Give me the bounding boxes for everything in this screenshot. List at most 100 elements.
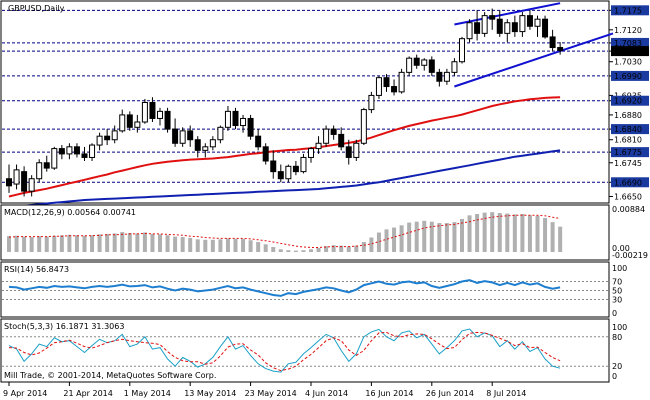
macd-histogram-bar <box>173 236 178 252</box>
macd-histogram-bar <box>361 242 366 252</box>
price-tag-bg <box>611 124 649 135</box>
rsi-scale-label: 70 <box>612 278 622 287</box>
candle-body <box>398 71 405 93</box>
macd-histogram-bar <box>444 223 449 252</box>
candle-body <box>375 77 382 96</box>
macd-histogram-bar <box>120 232 125 252</box>
macd-signal-line <box>8 214 561 248</box>
candle-body <box>240 117 247 127</box>
price-tag-bg <box>611 95 649 106</box>
macd-histogram-bar <box>218 239 223 252</box>
rsi-panel[interactable]: RSI(14) 56.8473 <box>0 261 610 318</box>
macd-histogram-bar <box>105 233 110 252</box>
macd-histogram-bar <box>74 235 79 252</box>
macd-histogram-bar <box>225 238 230 252</box>
price-tag-bg <box>611 70 649 81</box>
candle-body <box>474 22 481 34</box>
stoch-scale-label: 80 <box>612 333 622 342</box>
candle-body <box>406 57 413 73</box>
candle-body <box>126 114 133 128</box>
macd-histogram-bar <box>452 222 457 252</box>
symbol-title: GBPUSD,Daily <box>8 4 65 13</box>
macd-histogram-bar <box>241 238 246 252</box>
moving-averages <box>8 96 561 209</box>
candle-body <box>443 71 450 82</box>
macd-histogram-bar <box>278 249 283 252</box>
candle-body <box>391 86 398 93</box>
macd-histogram-bar <box>437 223 442 252</box>
rsi-scale-label: 50 <box>612 287 622 296</box>
price-label: 1.7060 <box>614 47 642 56</box>
candle-body <box>43 162 50 169</box>
candle-body <box>353 142 360 158</box>
macd-histogram-bar <box>44 236 49 252</box>
stoch-main-line <box>8 328 561 373</box>
macd-histogram-bar <box>422 220 427 252</box>
candle-body <box>217 126 224 141</box>
time-label: 21 Apr 2014 <box>63 389 112 398</box>
time-label: 23 May 2014 <box>245 389 297 398</box>
time-label: 8 Jul 2014 <box>486 389 526 398</box>
candle-body <box>51 148 58 169</box>
macd-histogram-bar <box>248 240 253 252</box>
stoch-panel[interactable]: Stoch(5,3,3) 16.1871 31.3063 Mill Trade,… <box>0 318 610 383</box>
stoch-scale-label: 0 <box>612 372 617 381</box>
candle-body <box>360 109 367 144</box>
time-label: 13 May 2014 <box>184 389 236 398</box>
macd-plot <box>7 212 563 252</box>
macd-panel[interactable]: MACD(12,26,9) 0.00564 0.00741 <box>0 204 610 261</box>
candle-body <box>534 18 541 27</box>
candle-body <box>58 148 65 155</box>
candle-body <box>89 144 96 158</box>
price-label: 1.7030 <box>614 58 642 67</box>
candle-body <box>6 178 12 187</box>
candle-body <box>111 130 118 141</box>
rsi-scale-label: 30 <box>612 296 622 305</box>
macd-histogram-bar <box>354 245 359 252</box>
candle-body <box>489 15 496 20</box>
macd-histogram-bar <box>407 222 412 252</box>
candle-body <box>232 110 239 127</box>
rsi-title: RSI(14) 56.8473 <box>4 265 69 274</box>
macd-histogram-bar <box>203 239 208 252</box>
macd-histogram-bar <box>112 233 117 252</box>
candle-body <box>308 148 314 158</box>
channel-upper-line <box>454 2 561 26</box>
price-tag-bg <box>611 147 649 158</box>
candle-body <box>511 22 518 33</box>
macd-histogram-bar <box>52 235 57 252</box>
candle-body <box>496 18 503 34</box>
candle-body <box>413 57 420 66</box>
candle-body <box>421 59 428 66</box>
candle-body <box>134 121 141 128</box>
candle-body <box>255 135 262 148</box>
price-label: 1.6650 <box>614 192 642 201</box>
price-tag-bg <box>611 37 649 48</box>
macd-scale-label: 0.00 <box>612 244 630 253</box>
rsi-plot <box>2 279 608 300</box>
price-panel[interactable]: GBPUSD,Daily <box>0 0 614 209</box>
macd-histogram-bar <box>331 245 336 252</box>
candle-body <box>179 130 186 144</box>
macd-histogram-bar <box>7 236 11 252</box>
candle-body <box>172 128 179 144</box>
macd-histogram-bar <box>550 222 555 252</box>
candle-body <box>466 22 473 40</box>
candle-body <box>187 130 194 141</box>
copyright-text: Mill Trade, © 2001-2014, MetaQuotes Soft… <box>4 371 216 380</box>
time-label: 9 Apr 2014 <box>3 389 47 398</box>
price-label: 1.6810 <box>614 136 642 145</box>
candle-body <box>542 18 549 38</box>
price-label: 1.6840 <box>614 125 642 134</box>
candle-body <box>104 135 111 141</box>
candle-body <box>549 36 556 49</box>
macd-histogram-bar <box>188 237 193 252</box>
time-axis: 9 Apr 2014 21 Apr 2014 1 May 2014 13 May 20… <box>3 382 526 398</box>
candle-body <box>13 169 20 185</box>
macd-histogram-bar <box>558 226 563 252</box>
macd-histogram-bar <box>527 215 532 252</box>
candle-body <box>451 61 458 73</box>
rsi-line <box>8 279 561 297</box>
rsi-scale-label: 100 <box>612 264 627 273</box>
